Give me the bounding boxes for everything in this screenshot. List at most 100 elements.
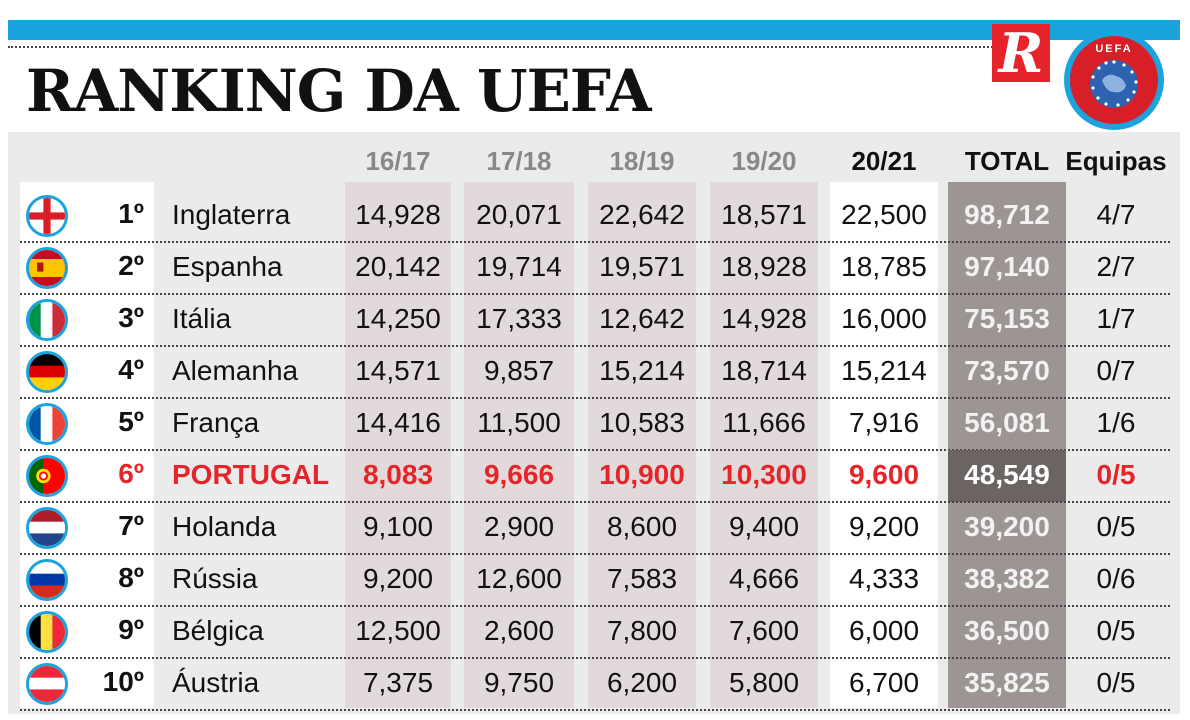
row-country: Inglaterra xyxy=(172,199,291,230)
row-rank: 2º xyxy=(118,250,144,281)
table-row: 2º Espanha 20,142 19,714 19,571 18,928 18,785 9… xyxy=(20,242,1170,295)
col-bg-1819 xyxy=(588,182,696,708)
russia-flag-icon xyxy=(26,559,68,601)
table-row: 10º Áustria 7,375 9,750 6,200 5,800 6,700 35,82… xyxy=(20,658,1170,711)
row-season-value: 7,800 xyxy=(606,615,678,646)
row-season-value: 9,200 xyxy=(362,563,434,594)
row-rank: 8º xyxy=(118,562,144,593)
row-teams: 0/6 xyxy=(1096,563,1136,594)
table-row: 4º Alemanha 14,571 9,857 15,214 18,714 15,214 7… xyxy=(20,346,1170,399)
row-season-value: 14,928 xyxy=(355,199,441,230)
row-season-value: 10,900 xyxy=(599,459,685,490)
row-season-value: 11,666 xyxy=(722,407,806,438)
netherlands-flag-icon xyxy=(26,507,68,549)
row-dotted-separator xyxy=(20,553,1170,555)
row-rank: 7º xyxy=(118,510,144,541)
col-bg-total xyxy=(948,182,1066,708)
table-row: 5º França 14,416 11,500 10,583 11,666 7,916 56,… xyxy=(20,398,1170,451)
row-country: Áustria xyxy=(172,667,260,698)
row-season-value: 14,928 xyxy=(721,303,807,334)
row-country: Rússia xyxy=(172,563,258,594)
row-teams: 1/6 xyxy=(1096,407,1136,438)
row-total: 75,153 xyxy=(964,303,1050,334)
row-season-value: 18,571 xyxy=(721,199,807,230)
belgium-flag-icon xyxy=(26,611,68,653)
portugal-flag-icon xyxy=(26,455,68,497)
row-total: 38,382 xyxy=(964,563,1050,594)
row-dotted-separator xyxy=(20,501,1170,503)
row-season-value: 22,500 xyxy=(841,199,927,230)
row-season-value: 16,000 xyxy=(841,303,927,334)
row-total: 35,825 xyxy=(964,667,1050,698)
row-dotted-separator xyxy=(20,709,1170,711)
uefa-logo-icon: UEFA xyxy=(1064,30,1164,130)
row-season-value: 2,600 xyxy=(483,615,555,646)
row-total: 36,500 xyxy=(964,615,1050,646)
header-total: TOTAL xyxy=(964,146,1050,176)
page-title: RANKING DA UEFA xyxy=(26,57,652,125)
row-season-value: 10,300 xyxy=(721,459,807,490)
spain-flag-icon xyxy=(26,247,68,289)
header-equipas: Equipas xyxy=(1065,146,1167,176)
row-season-value: 22,642 xyxy=(599,199,685,230)
england-flag-icon xyxy=(26,195,68,237)
row-country: França xyxy=(172,407,260,438)
header-1819: 18/19 xyxy=(609,146,675,176)
header-1920: 19/20 xyxy=(731,146,797,176)
row-country: Holanda xyxy=(172,511,277,542)
row-total: 39,200 xyxy=(964,511,1050,542)
row-teams: 4/7 xyxy=(1096,199,1136,230)
col-bg-1617 xyxy=(345,182,451,708)
row-rank: 10º xyxy=(102,666,144,697)
row-season-value: 11,500 xyxy=(477,407,561,438)
title-dotted-rule xyxy=(8,46,1048,48)
row-season-value: 6,200 xyxy=(606,667,678,698)
row-season-value: 19,714 xyxy=(476,251,562,282)
record-logo: R xyxy=(992,24,1050,82)
uefa-logo-text: UEFA xyxy=(1095,43,1132,55)
row-season-value: 12,500 xyxy=(355,615,441,646)
row-season-value: 7,583 xyxy=(606,563,678,594)
row-teams: 0/5 xyxy=(1096,511,1136,542)
row-season-value: 9,100 xyxy=(362,511,434,542)
col-bg-1718 xyxy=(464,182,574,708)
row-season-value: 18,785 xyxy=(841,251,927,282)
top-accent-bar xyxy=(8,20,1180,40)
france-flag-icon xyxy=(26,403,68,445)
row-season-value: 9,750 xyxy=(483,667,555,698)
row-dotted-separator xyxy=(20,293,1170,295)
row-teams: 0/7 xyxy=(1096,355,1136,386)
row-season-value: 14,416 xyxy=(355,407,441,438)
row-season-value: 19,571 xyxy=(599,251,685,282)
row-country: PORTUGAL xyxy=(172,459,330,490)
row-dotted-separator xyxy=(20,397,1170,399)
row-country: Espanha xyxy=(172,251,283,282)
row-dotted-separator xyxy=(20,657,1170,659)
row-teams: 2/7 xyxy=(1096,251,1136,282)
row-country: Bélgica xyxy=(172,615,264,646)
table-row: 8º Rússia 9,200 12,600 7,583 4,666 4,333 38,382… xyxy=(20,554,1170,607)
row-season-value: 14,571 xyxy=(355,355,441,386)
row-season-value: 18,714 xyxy=(721,355,807,386)
row-total: 73,570 xyxy=(964,355,1050,386)
header-1617: 16/17 xyxy=(365,146,431,176)
row-teams: 0/5 xyxy=(1096,459,1136,490)
row-season-value: 14,250 xyxy=(355,303,441,334)
row-dotted-separator xyxy=(20,449,1170,451)
table-row: 9º Bélgica 12,500 2,600 7,800 7,600 6,000 36,50… xyxy=(20,606,1170,659)
row-total: 48,549 xyxy=(964,459,1050,490)
row-season-value: 7,600 xyxy=(728,615,800,646)
row-season-value: 15,214 xyxy=(599,355,685,386)
row-teams: 0/5 xyxy=(1096,667,1136,698)
header-2021: 20/21 xyxy=(851,146,917,176)
row-season-value: 20,071 xyxy=(476,199,562,230)
row-teams: 0/5 xyxy=(1096,615,1136,646)
row-country: Itália xyxy=(172,303,232,334)
row-season-value: 9,400 xyxy=(728,511,800,542)
table-row: 3º Itália 14,250 17,333 12,642 14,928 16,000 75… xyxy=(20,294,1170,347)
row-season-value: 7,375 xyxy=(362,667,434,698)
row-season-value: 9,600 xyxy=(848,459,920,490)
header-1718: 17/18 xyxy=(486,146,552,176)
record-logo-letter: R xyxy=(998,21,1044,85)
row-rank: 4º xyxy=(118,354,144,385)
